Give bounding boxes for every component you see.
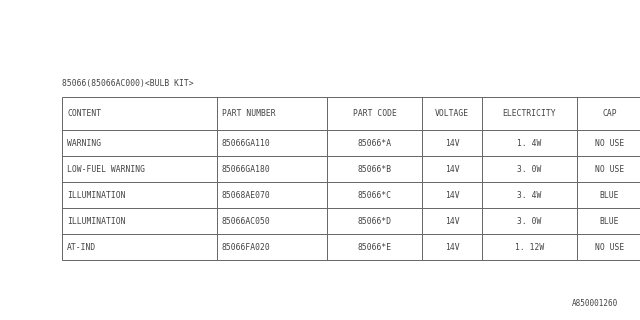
- Text: VOLTAGE: VOLTAGE: [435, 109, 469, 118]
- Text: BLUE: BLUE: [600, 190, 620, 199]
- Text: LOW-FUEL WARNING: LOW-FUEL WARNING: [67, 164, 145, 173]
- Text: CAP: CAP: [602, 109, 617, 118]
- Text: NO USE: NO USE: [595, 243, 624, 252]
- Bar: [62, 97, 640, 260]
- Text: 14V: 14V: [445, 190, 460, 199]
- Text: 85066*E: 85066*E: [357, 243, 392, 252]
- Text: ELECTRICITY: ELECTRICITY: [502, 109, 556, 118]
- Text: NO USE: NO USE: [595, 139, 624, 148]
- Text: 85066*B: 85066*B: [357, 164, 392, 173]
- Text: CONTENT: CONTENT: [67, 109, 101, 118]
- Text: 85066AC050: 85066AC050: [222, 217, 271, 226]
- Text: ILLUMINATION: ILLUMINATION: [67, 217, 125, 226]
- Text: PART NUMBER: PART NUMBER: [222, 109, 276, 118]
- Text: 14V: 14V: [445, 243, 460, 252]
- Text: 85066GA180: 85066GA180: [222, 164, 271, 173]
- Text: 85066(85066AC000)<BULB KIT>: 85066(85066AC000)<BULB KIT>: [62, 79, 194, 88]
- Text: WARNING: WARNING: [67, 139, 101, 148]
- Text: 1. 12W: 1. 12W: [515, 243, 544, 252]
- Text: 85066FA020: 85066FA020: [222, 243, 271, 252]
- Text: 14V: 14V: [445, 217, 460, 226]
- Text: 85066*D: 85066*D: [357, 217, 392, 226]
- Text: AT-IND: AT-IND: [67, 243, 96, 252]
- Text: 85066GA110: 85066GA110: [222, 139, 271, 148]
- Text: 1. 4W: 1. 4W: [517, 139, 541, 148]
- Text: 85066*A: 85066*A: [357, 139, 392, 148]
- Text: 85068AE070: 85068AE070: [222, 190, 271, 199]
- Text: 3. 4W: 3. 4W: [517, 190, 541, 199]
- Text: BLUE: BLUE: [600, 217, 620, 226]
- Text: A850001260: A850001260: [572, 299, 618, 308]
- Text: PART CODE: PART CODE: [353, 109, 396, 118]
- Text: NO USE: NO USE: [595, 164, 624, 173]
- Text: ILLUMINATION: ILLUMINATION: [67, 190, 125, 199]
- Text: 14V: 14V: [445, 139, 460, 148]
- Text: 3. 0W: 3. 0W: [517, 217, 541, 226]
- Text: 14V: 14V: [445, 164, 460, 173]
- Text: 85066*C: 85066*C: [357, 190, 392, 199]
- Text: 3. 0W: 3. 0W: [517, 164, 541, 173]
